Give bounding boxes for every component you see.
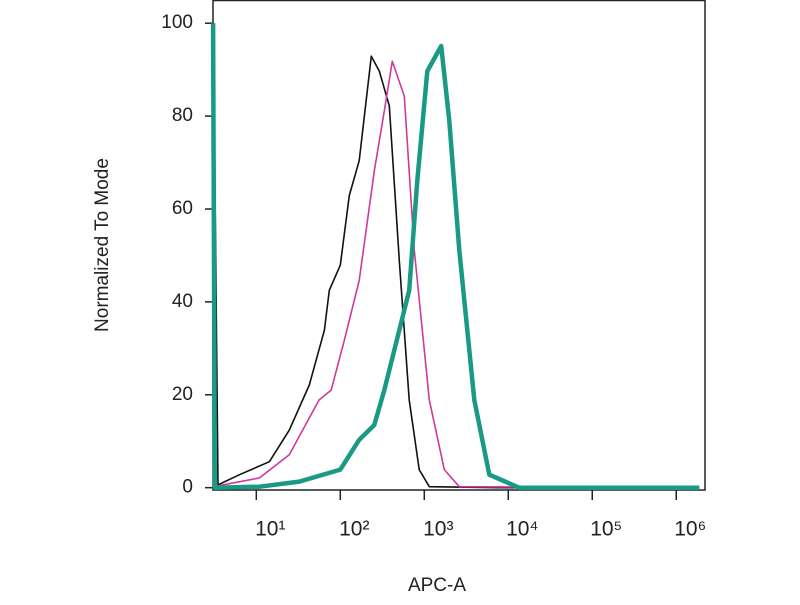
y-axis-label: Normalized To Mode — [92, 158, 113, 332]
y-tick-label: 100 — [161, 12, 193, 33]
x-tick-label: 10⁴ — [506, 518, 538, 541]
y-tick-label: 40 — [172, 291, 193, 312]
x-axis-label: APC-A — [408, 575, 466, 596]
x-tick-label: 10² — [339, 518, 369, 541]
series-line — [217, 60, 700, 489]
y-tick-label: 20 — [172, 384, 193, 405]
x-tick-label: 10¹ — [255, 518, 285, 541]
y-tick-label: 60 — [172, 198, 193, 219]
y-tick-label: 80 — [172, 105, 193, 126]
y-tick-label: 0 — [182, 477, 193, 498]
x-tick-label: 10³ — [423, 518, 453, 541]
x-tick-label: 10⁶ — [674, 518, 706, 541]
series-line — [210, 23, 700, 490]
series-line — [212, 23, 700, 489]
x-tick-label: 10⁵ — [590, 518, 622, 541]
